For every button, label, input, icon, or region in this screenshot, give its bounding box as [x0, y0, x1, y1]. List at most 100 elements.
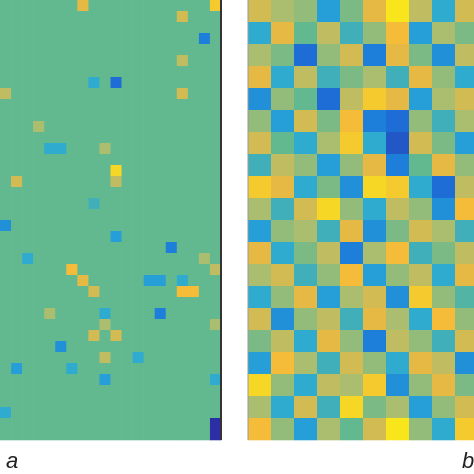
- heatmap-cell: [432, 176, 456, 199]
- heatmap-cell: [0, 297, 12, 309]
- heatmap-cell: [209, 77, 222, 89]
- heatmap-cell: [110, 264, 122, 276]
- heatmap-cell: [271, 242, 295, 265]
- heatmap-cell: [248, 176, 272, 199]
- heatmap-cell: [187, 209, 200, 221]
- heatmap-cell: [294, 418, 318, 441]
- heatmap-cell: [187, 110, 200, 122]
- heatmap-cell: [110, 33, 122, 45]
- heatmap-cell: [55, 220, 67, 232]
- heatmap-cell: [340, 308, 364, 331]
- heatmap-cell: [22, 154, 34, 166]
- heatmap-cell: [55, 11, 67, 23]
- heatmap-cell: [22, 242, 34, 254]
- heatmap-cell: [44, 44, 56, 56]
- heatmap-cell: [22, 209, 34, 221]
- heatmap-cell: [432, 396, 456, 419]
- heatmap-cell: [340, 154, 364, 177]
- heatmap-cell: [88, 209, 100, 221]
- heatmap-cell: [11, 44, 23, 56]
- heatmap-cell: [209, 99, 222, 111]
- heatmap-cell: [198, 308, 211, 320]
- heatmap-cell: [99, 220, 111, 232]
- heatmap-cell: [271, 264, 295, 287]
- heatmap-cell: [121, 374, 133, 386]
- heatmap-cell: [455, 132, 474, 155]
- heatmap-cell: [176, 209, 189, 221]
- heatmap-cell: [132, 22, 144, 34]
- heatmap-cell: [409, 22, 433, 45]
- heatmap-cell: [363, 396, 387, 419]
- heatmap-cell: [88, 176, 100, 188]
- heatmap-cell: [132, 308, 144, 320]
- heatmap-cell: [165, 308, 178, 320]
- heatmap-cell: [198, 22, 211, 34]
- heatmap-cell: [66, 374, 78, 386]
- heatmap-cell: [143, 143, 155, 155]
- heatmap-cell: [110, 330, 122, 342]
- heatmap-cell: [176, 330, 189, 342]
- heatmap-cell: [294, 154, 318, 177]
- heatmap-cell: [386, 176, 410, 199]
- heatmap-cell: [386, 88, 410, 111]
- heatmap-cell: [143, 385, 155, 397]
- heatmap-cell: [271, 374, 295, 397]
- heatmap-cell: [132, 33, 144, 45]
- heatmap-cell: [99, 297, 111, 309]
- heatmap-cell: [55, 407, 67, 419]
- heatmap-cell: [455, 374, 474, 397]
- heatmap-cell: [88, 330, 100, 342]
- heatmap-cell: [187, 275, 200, 287]
- heatmap-cell: [44, 418, 56, 430]
- heatmap-cell: [44, 352, 56, 364]
- heatmap-cell: [294, 264, 318, 287]
- heatmap-cell: [77, 341, 89, 353]
- heatmap-cell: [154, 165, 167, 177]
- heatmap-cell: [455, 220, 474, 243]
- heatmap-cell: [154, 418, 167, 430]
- heatmap-cell: [121, 121, 133, 133]
- heatmap-cell: [66, 341, 78, 353]
- heatmap-cell: [110, 110, 122, 122]
- heatmap-cell: [154, 176, 167, 188]
- heatmap-cell: [44, 264, 56, 276]
- heatmap-cell: [165, 341, 178, 353]
- heatmap-cell: [99, 110, 111, 122]
- heatmap-cell: [165, 99, 178, 111]
- heatmap-cell: [198, 143, 211, 155]
- heatmap-cell: [209, 330, 222, 342]
- heatmap-cell: [88, 374, 100, 386]
- heatmap-cell: [386, 396, 410, 419]
- heatmap-cell: [132, 275, 144, 287]
- heatmap-cell: [198, 66, 211, 78]
- heatmap-cell: [66, 297, 78, 309]
- heatmap-cell: [198, 363, 211, 375]
- heatmap-cell: [44, 396, 56, 408]
- heatmap-cell: [143, 66, 155, 78]
- heatmap-cell: [22, 407, 34, 419]
- heatmap-cell: [198, 44, 211, 56]
- heatmap-cell: [143, 187, 155, 199]
- heatmap-cell: [33, 77, 45, 89]
- heatmap-cell: [187, 44, 200, 56]
- heatmap-cell: [0, 132, 12, 144]
- heatmap-cell: [386, 352, 410, 375]
- heatmap-cell: [110, 22, 122, 34]
- heatmap-cell: [409, 264, 433, 287]
- heatmap-cell: [154, 209, 167, 221]
- heatmap-cell: [271, 88, 295, 111]
- heatmap-cell: [11, 429, 23, 441]
- heatmap-cell: [294, 242, 318, 265]
- heatmap-cell: [198, 33, 211, 45]
- heatmap-cell: [198, 0, 211, 12]
- heatmap-cell: [44, 407, 56, 419]
- heatmap-cell: [154, 0, 167, 12]
- heatmap-cell: [154, 66, 167, 78]
- heatmap-cell: [143, 220, 155, 232]
- heatmap-cell: [317, 286, 341, 309]
- heatmap-cell: [77, 264, 89, 276]
- heatmap-cell: [121, 55, 133, 67]
- heatmap-cell: [55, 165, 67, 177]
- heatmap-cell: [294, 0, 318, 23]
- heatmap-cell: [198, 407, 211, 419]
